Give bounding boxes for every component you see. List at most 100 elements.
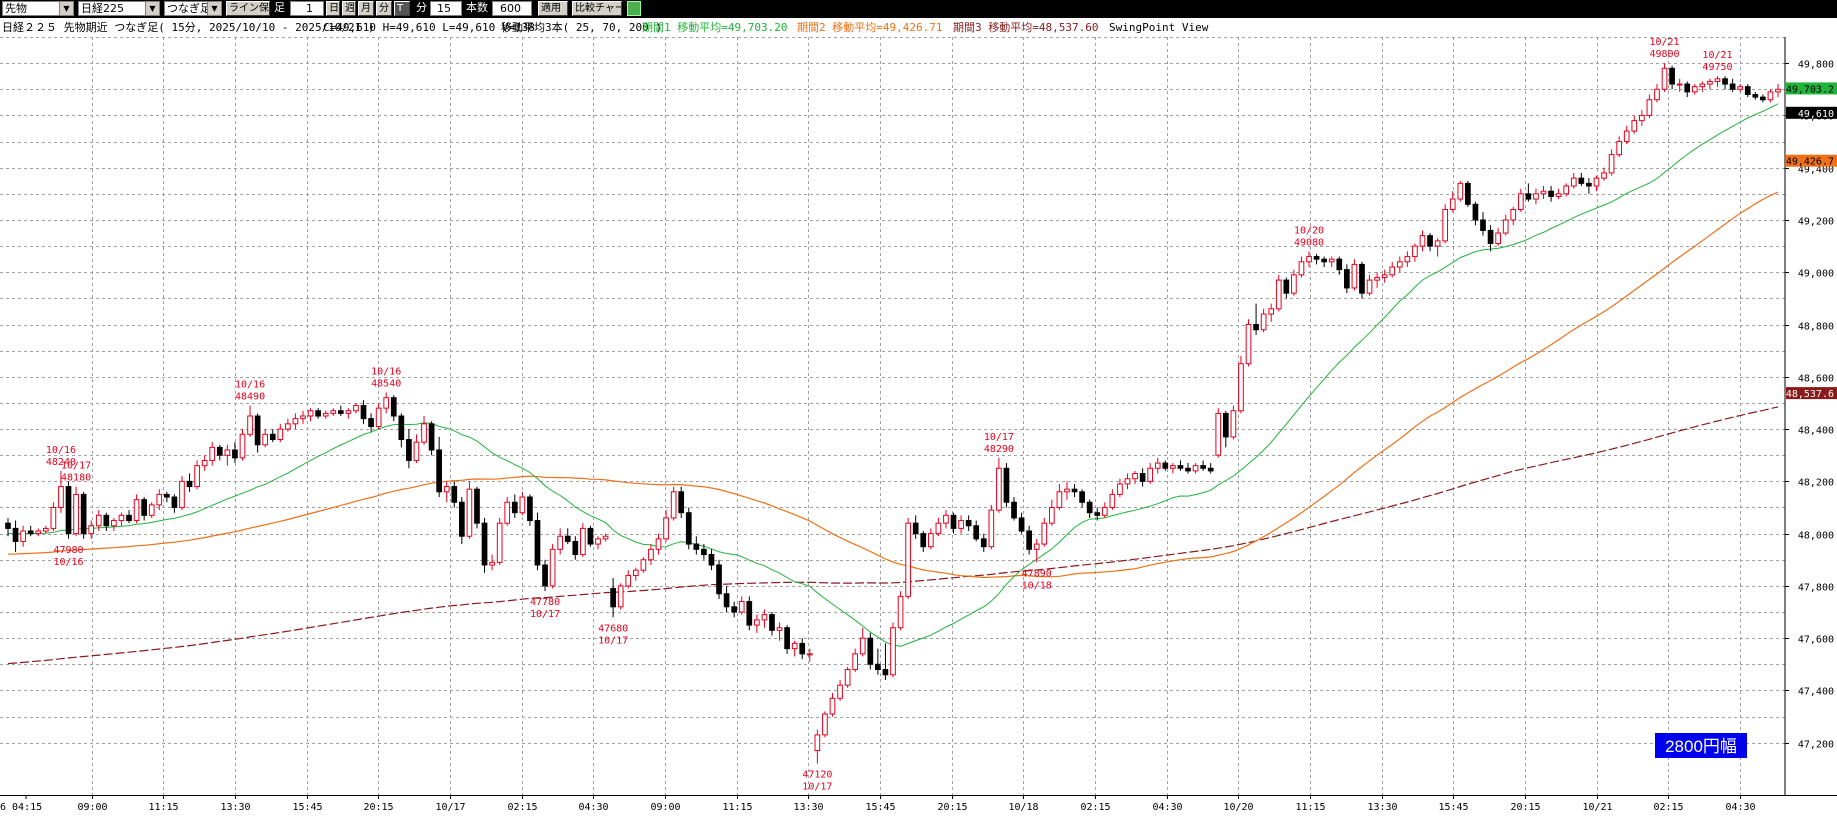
candle — [580, 523, 586, 558]
month-button[interactable]: 月 — [358, 1, 374, 16]
candle — [504, 497, 511, 526]
grid — [0, 37, 1785, 795]
candle — [806, 648, 813, 662]
instrument-select[interactable]: 先物 ▼ — [2, 1, 74, 16]
candle-body-down — [65, 486, 72, 535]
candle-body-up — [670, 491, 677, 519]
candle-body-down — [973, 525, 980, 540]
candle — [95, 510, 102, 532]
day-button[interactable]: 日 — [326, 1, 340, 16]
minutes-input[interactable]: 15 — [430, 1, 462, 16]
candle — [80, 491, 87, 539]
chart-info-bar: 日経２２５ 先物期近 つなぎ足( 15分, 2025/10/10 - 2025/… — [0, 20, 1837, 36]
instrument-select-value: 先物 — [5, 2, 27, 15]
candle — [156, 489, 163, 511]
candle-body-up — [1056, 491, 1063, 508]
candle-body-up — [806, 653, 813, 656]
candle-body-down — [232, 449, 238, 459]
candle-body-up — [489, 561, 495, 566]
toolbar: 先物▼ 日経225▼ つなぎ足▼ ライン保存 足 1 日 週 月 分 T 分 1… — [0, 0, 1837, 18]
candle — [1079, 489, 1085, 508]
unit-label: 分 — [416, 1, 427, 14]
candle-body-down — [126, 514, 132, 522]
candle-body-up — [201, 459, 208, 467]
candle-body-down — [1253, 324, 1259, 331]
candle-body-down — [390, 397, 397, 417]
candle-body-down — [459, 501, 465, 537]
chart-title: 日経２２５ 先物期近 つなぎ足( 15分, 2025/10/10 - 2025/… — [2, 21, 375, 34]
candle — [1525, 183, 1532, 202]
candle — [1434, 238, 1441, 257]
candle-body-up — [1109, 493, 1116, 508]
minute-button[interactable]: 分 — [376, 1, 392, 16]
candle-body-up — [285, 423, 291, 430]
candle-body-up — [504, 501, 511, 524]
range-badge-text: 2800円幅 — [1665, 737, 1737, 756]
candle — [1306, 251, 1312, 268]
candle — [1714, 76, 1721, 87]
candle-body-up — [1737, 86, 1744, 90]
y-tick-label: 49,000 — [1798, 269, 1834, 280]
chart-type-select[interactable]: つなぎ足 ▼ — [164, 1, 222, 16]
candle-body-up — [1291, 274, 1297, 294]
candle-body-down — [1086, 501, 1093, 514]
interval-input[interactable]: 1 — [290, 1, 324, 16]
candle-body-up — [625, 574, 632, 587]
market-select[interactable]: 日経225 ▼ — [78, 1, 160, 16]
apply-button[interactable]: 適用 — [538, 1, 568, 16]
candle-body-up — [1593, 177, 1600, 187]
candle-body-up — [247, 415, 253, 435]
candle-body-up — [602, 535, 609, 540]
candle — [20, 525, 26, 547]
save-line-button[interactable]: ライン保存 — [226, 1, 270, 16]
candle-body-down — [481, 522, 488, 566]
candle-body-up — [1412, 245, 1418, 258]
price-tag-ma200: 48,537.6 — [1786, 387, 1837, 400]
candle — [1268, 303, 1275, 322]
swing-date: 10/21 — [1702, 50, 1732, 61]
candle — [1502, 214, 1509, 236]
candle — [111, 517, 117, 532]
candle — [232, 442, 238, 464]
swing-date: 10/16 — [371, 366, 401, 377]
axes: 47,200 47,400 47,600 47,800 48,000 48,200 48,4… — [0, 37, 1837, 813]
candle-body-down — [610, 588, 616, 608]
chart-icon-button[interactable] — [627, 1, 641, 16]
swing-price: 48240 — [46, 457, 76, 468]
candle-body-up — [1049, 506, 1055, 524]
candle-body-down — [882, 669, 889, 676]
ma200-series — [7, 406, 1779, 665]
y-tick-label: 49,800 — [1798, 60, 1834, 71]
y-tick-label: 47,200 — [1798, 740, 1834, 751]
candle-body-up — [1623, 130, 1630, 143]
candle — [837, 679, 843, 701]
candle — [1071, 483, 1078, 498]
candle — [1427, 233, 1433, 252]
candle — [1094, 507, 1101, 521]
candle — [277, 423, 284, 443]
candle-body-down — [103, 514, 110, 527]
bars-input[interactable]: 600 — [492, 1, 532, 16]
price-tag-ma25: 49,703.2 — [1786, 82, 1837, 95]
candle — [1631, 115, 1638, 134]
candle — [610, 578, 616, 618]
chevron-down-icon: ▼ — [207, 2, 221, 15]
candle-body-down — [1472, 203, 1479, 221]
candle-body-down — [315, 410, 321, 417]
y-tick-label: 47,400 — [1798, 687, 1834, 698]
compare-chart-button[interactable]: 比較チャート — [572, 1, 622, 16]
swing-date: 10/17 — [984, 432, 1014, 443]
candle — [1041, 517, 1048, 547]
candle-body-down — [1752, 94, 1759, 98]
candle-body-down — [1026, 530, 1032, 550]
swing-price: 49080 — [1294, 237, 1324, 248]
candle-body-up — [859, 637, 866, 655]
tick-button[interactable]: T — [394, 1, 410, 16]
y-tick-label: 48,000 — [1798, 531, 1834, 542]
candle-body-up — [1366, 279, 1373, 294]
x-tick-label: 04:30 — [1152, 802, 1182, 813]
candle-body-down — [799, 642, 806, 655]
week-button[interactable]: 週 — [342, 1, 356, 16]
